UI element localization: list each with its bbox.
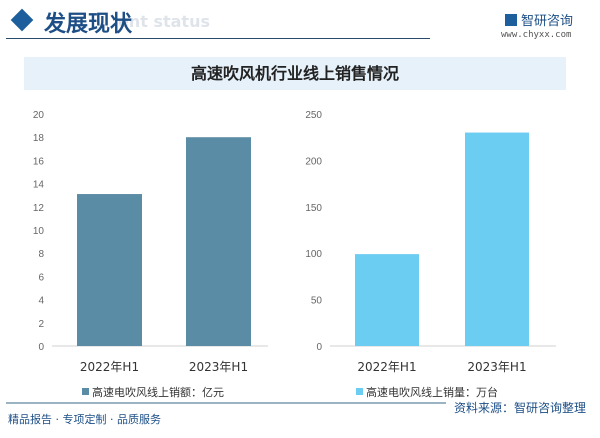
- x-tick-label: 2023年H1: [467, 360, 526, 374]
- y-tick-label: 150: [305, 203, 322, 214]
- y-tick-label: 200: [305, 156, 322, 167]
- x-tick-label: 2023年H1: [189, 360, 248, 374]
- y-tick-label: 0: [316, 342, 322, 353]
- header-divider: [6, 38, 430, 39]
- bar: [465, 132, 529, 346]
- site-url: www.chyxx.com: [501, 30, 572, 40]
- footer-divider: [6, 402, 446, 404]
- y-tick-label: 250: [305, 110, 322, 121]
- y-tick-label: 10: [33, 226, 45, 237]
- section-title: 发展现状: [44, 11, 133, 37]
- legend-swatch: [82, 388, 89, 395]
- header-ghost-text: ent status: [118, 12, 210, 31]
- legend-label: 高速电吹风线上销量：万台: [366, 386, 498, 399]
- y-tick-label: 0: [38, 342, 44, 353]
- logo-text: 智研咨询: [521, 14, 574, 29]
- source-note: 资料来源：智研咨询整理: [453, 401, 586, 415]
- y-tick-label: 4: [38, 296, 44, 307]
- y-tick-label: 16: [33, 156, 45, 167]
- y-tick-label: 6: [38, 272, 44, 283]
- y-tick-label: 8: [38, 249, 44, 260]
- y-tick-label: 14: [33, 180, 45, 191]
- bar: [355, 254, 419, 346]
- y-tick-label: 2: [38, 319, 44, 330]
- legend-label: 高速电吹风线上销额：亿元: [92, 386, 224, 399]
- y-tick-label: 12: [33, 203, 45, 214]
- x-tick-label: 2022年H1: [357, 360, 416, 374]
- logo-icon: [505, 14, 517, 26]
- y-tick-label: 100: [305, 249, 322, 260]
- y-tick-label: 50: [311, 296, 323, 307]
- legend-right: 高速电吹风线上销量：万台: [356, 384, 498, 400]
- y-tick-label: 20: [33, 110, 45, 121]
- chart-title: 高速吹风机行业线上销售情况: [24, 57, 566, 90]
- x-tick-label: 2022年H1: [80, 360, 139, 374]
- bar: [77, 194, 142, 346]
- logo: 智研咨询: [505, 10, 573, 29]
- bar: [186, 137, 251, 346]
- y-tick-label: 18: [33, 133, 45, 144]
- footer-slogan: 精品报告 · 专项定制 · 品质服务: [8, 413, 161, 426]
- legend-left: 高速电吹风线上销额：亿元: [82, 384, 224, 400]
- legend-swatch: [356, 388, 363, 395]
